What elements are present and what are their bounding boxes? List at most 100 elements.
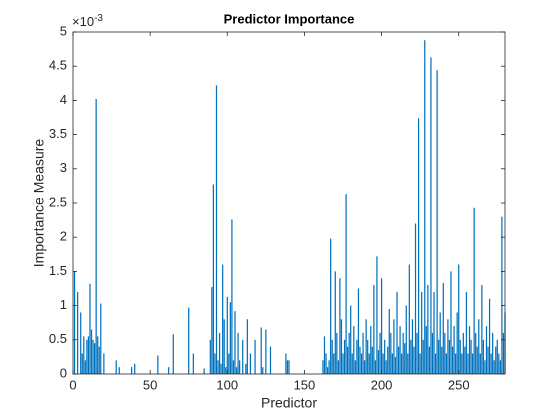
y-exponent-power: -3: [94, 13, 103, 24]
y-tick-label: 1.5: [49, 263, 67, 278]
bar: [496, 339, 498, 374]
bar: [402, 332, 404, 374]
bar: [492, 332, 494, 374]
bar: [450, 271, 452, 374]
x-tick-label: 200: [371, 377, 393, 392]
bar: [98, 346, 100, 374]
bar: [411, 319, 414, 374]
bar: [84, 360, 86, 374]
bar: [203, 368, 205, 374]
chart-title: Predictor Importance: [224, 11, 355, 26]
bar: [476, 346, 478, 374]
bar: [211, 287, 213, 374]
bar: [501, 216, 503, 374]
bar: [172, 334, 174, 374]
bar: [436, 70, 438, 374]
bar: [467, 353, 469, 374]
bar: [330, 238, 332, 374]
bar: [447, 319, 449, 374]
bar: [405, 305, 407, 374]
bar: [254, 339, 256, 374]
bar: [225, 367, 227, 374]
bar: [485, 326, 488, 374]
bar: [265, 329, 267, 374]
bar: [360, 353, 363, 374]
y-tick-label: 3: [60, 160, 67, 175]
bar: [385, 360, 387, 374]
bar: [371, 346, 373, 374]
bar: [209, 339, 211, 374]
bar: [444, 332, 446, 374]
bar: [322, 360, 324, 374]
y-tick-label: 0.5: [49, 331, 67, 346]
bar: [448, 339, 451, 374]
bar: [345, 194, 347, 374]
bar: [370, 326, 372, 374]
bar: [80, 312, 82, 374]
bar: [404, 343, 406, 374]
bar: [87, 336, 90, 374]
bar: [425, 326, 427, 374]
bar: [461, 353, 463, 374]
bar: [495, 346, 497, 374]
bar: [464, 346, 466, 374]
bar: [222, 264, 224, 374]
bar: [328, 360, 330, 374]
bar: [343, 339, 346, 374]
bar: [445, 353, 447, 374]
bar: [131, 367, 133, 374]
bar: [218, 332, 221, 374]
y-tick-label: 5: [60, 23, 67, 38]
bar: [285, 353, 287, 374]
bar: [340, 319, 343, 374]
bar: [419, 353, 421, 374]
bar: [353, 326, 355, 374]
bar: [471, 353, 474, 374]
bar: [502, 332, 505, 374]
bar: [359, 346, 361, 374]
bar: [260, 327, 262, 374]
bar: [367, 339, 369, 374]
bar: [431, 332, 434, 374]
bar: [348, 332, 350, 374]
bar: [231, 219, 233, 374]
bar: [397, 346, 400, 374]
bar: [215, 85, 218, 375]
bar: [334, 271, 336, 374]
bar: [103, 353, 105, 374]
bar: [479, 353, 481, 374]
bar: [465, 291, 468, 374]
bar: [354, 360, 356, 374]
bar: [368, 353, 370, 374]
bar: [384, 339, 386, 374]
bar: [262, 367, 264, 374]
bar: [470, 339, 472, 374]
bar: [427, 285, 429, 374]
bar: [90, 329, 93, 374]
bar: [235, 367, 238, 374]
bar: [414, 223, 417, 374]
y-tick-label: 3.5: [49, 126, 67, 141]
bar: [462, 332, 464, 374]
bar: [401, 353, 403, 374]
bar: [439, 312, 441, 374]
bar: [93, 343, 96, 374]
y-exponent-base: ×10: [72, 14, 94, 29]
bar: [342, 353, 344, 374]
bar: [484, 360, 486, 374]
bar: [487, 346, 489, 374]
bar: [350, 305, 352, 374]
bar: [83, 336, 85, 374]
bar: [388, 309, 390, 374]
bar: [482, 339, 485, 374]
bar: [430, 57, 432, 375]
bar: [417, 118, 420, 375]
bar: [416, 332, 418, 374]
bar: [365, 319, 367, 374]
x-tick-label: 0: [69, 377, 76, 392]
y-tick-label: 4: [60, 92, 67, 107]
bar: [459, 339, 461, 374]
bar: [382, 353, 384, 374]
bar: [269, 346, 272, 374]
bar: [229, 302, 231, 374]
